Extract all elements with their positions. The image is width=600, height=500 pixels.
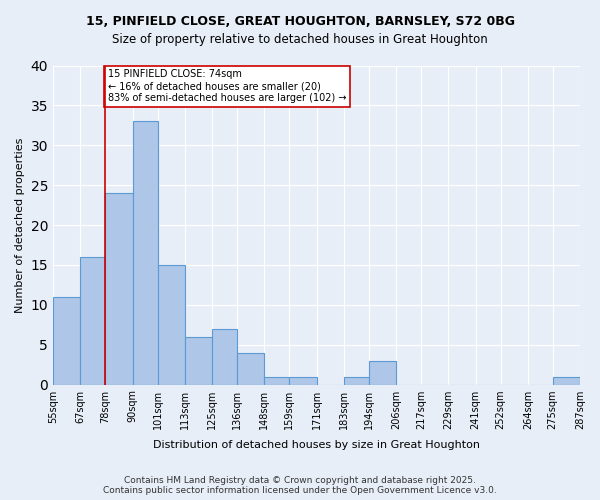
Bar: [553, 376, 580, 384]
Bar: [53, 297, 80, 384]
Text: 15, PINFIELD CLOSE, GREAT HOUGHTON, BARNSLEY, S72 0BG: 15, PINFIELD CLOSE, GREAT HOUGHTON, BARN…: [86, 15, 515, 28]
Bar: [212, 328, 237, 384]
Bar: [344, 376, 369, 384]
Text: Contains HM Land Registry data © Crown copyright and database right 2025.
Contai: Contains HM Land Registry data © Crown c…: [103, 476, 497, 495]
Bar: [185, 336, 212, 384]
Bar: [369, 360, 396, 384]
Bar: [133, 122, 158, 384]
Text: Size of property relative to detached houses in Great Houghton: Size of property relative to detached ho…: [112, 32, 488, 46]
Bar: [289, 376, 317, 384]
Bar: [80, 257, 105, 384]
Bar: [158, 265, 185, 384]
Bar: [105, 193, 133, 384]
X-axis label: Distribution of detached houses by size in Great Houghton: Distribution of detached houses by size …: [153, 440, 480, 450]
Text: 15 PINFIELD CLOSE: 74sqm
← 16% of detached houses are smaller (20)
83% of semi-d: 15 PINFIELD CLOSE: 74sqm ← 16% of detach…: [107, 70, 346, 102]
Bar: [237, 352, 264, 384]
Y-axis label: Number of detached properties: Number of detached properties: [15, 138, 25, 312]
Bar: [264, 376, 289, 384]
